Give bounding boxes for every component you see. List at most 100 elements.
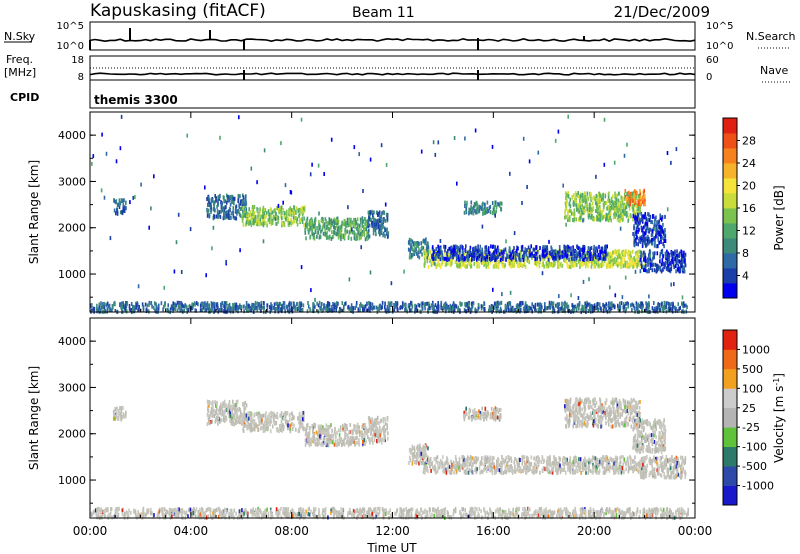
power-cell — [682, 309, 684, 314]
power-cell — [283, 211, 286, 216]
power-cell — [635, 190, 638, 195]
power-cell — [247, 303, 250, 308]
power-cell — [577, 191, 579, 195]
power-cell — [333, 220, 335, 224]
power-cell — [628, 264, 631, 269]
power-cell — [477, 253, 480, 258]
power-cell — [163, 285, 165, 290]
power-cell — [229, 207, 231, 212]
power-cell — [320, 218, 323, 223]
power-cell — [260, 300, 263, 305]
power-cell — [564, 250, 567, 255]
power-cell — [176, 308, 179, 313]
power-cell — [566, 262, 569, 267]
power-cell — [347, 304, 350, 309]
power-cell — [249, 212, 252, 217]
power-cell — [331, 235, 334, 240]
power-cell — [408, 239, 411, 244]
power-cell — [634, 191, 637, 196]
power-cell — [568, 254, 571, 259]
power-cell — [655, 269, 658, 274]
power-cell — [619, 261, 622, 266]
power-cell — [634, 231, 636, 236]
power-cell — [664, 228, 666, 232]
power-cell — [517, 246, 519, 251]
power-cell — [123, 209, 126, 213]
power-cell — [610, 218, 612, 223]
power-cell — [682, 258, 684, 263]
power-cell — [116, 211, 119, 216]
power-cell — [355, 303, 358, 308]
power-cell — [100, 305, 103, 310]
power-cell — [282, 208, 285, 213]
power-cell — [601, 262, 604, 267]
power-cell — [492, 253, 495, 257]
power-cell — [300, 308, 302, 313]
velocity-cell — [244, 400, 247, 405]
power-cell — [277, 203, 280, 208]
power-cell — [110, 308, 113, 313]
velocity-cell — [112, 409, 115, 414]
power-cell — [464, 264, 467, 269]
power-cell — [495, 308, 497, 313]
power-cell — [590, 306, 592, 311]
power-cell — [657, 266, 659, 271]
power-cell — [633, 199, 636, 204]
power-cell — [675, 269, 677, 274]
power-cell — [651, 259, 653, 264]
power-cell — [267, 209, 270, 214]
power-cell — [614, 210, 616, 215]
power-cell — [635, 204, 638, 209]
power-cell — [377, 218, 379, 223]
power-cell — [475, 210, 477, 215]
velocity-cell — [209, 421, 211, 426]
power-cell — [675, 147, 678, 152]
power-cell — [467, 305, 469, 310]
power-cell — [544, 254, 546, 259]
power-cell — [313, 236, 316, 241]
power-cell — [290, 217, 292, 222]
power-cell — [479, 249, 481, 254]
power-cell — [560, 264, 563, 268]
power-cell — [318, 300, 321, 305]
power-cell — [224, 215, 227, 220]
power-cell — [220, 209, 222, 214]
power-cell — [462, 262, 464, 267]
power-cell — [583, 209, 585, 213]
power-cell — [359, 302, 362, 307]
power-cell — [353, 233, 356, 238]
power-cell — [485, 261, 487, 266]
power-cell — [316, 225, 318, 230]
power-cell — [469, 251, 472, 255]
velocity-cell — [225, 403, 227, 408]
power-cell — [461, 262, 463, 267]
power-cell — [459, 262, 461, 267]
power-cell — [270, 302, 272, 307]
power-cell — [581, 306, 583, 311]
power-cell — [553, 255, 555, 260]
power-cell — [649, 266, 652, 271]
power-cell — [354, 306, 356, 311]
power-cell — [379, 214, 381, 219]
power-cell — [263, 301, 265, 306]
power-cell — [313, 223, 315, 228]
power-cell — [520, 261, 522, 266]
power-cell — [663, 265, 666, 269]
power-cell — [251, 221, 254, 225]
power-cell — [639, 202, 641, 207]
power-cell — [556, 258, 559, 263]
power-cell — [401, 301, 404, 306]
power-cell — [244, 197, 247, 202]
power-cell — [324, 217, 327, 222]
power-cell — [541, 271, 544, 276]
power-cell — [241, 200, 244, 205]
power-cell — [655, 234, 657, 239]
power-cell — [556, 253, 558, 258]
power-cell — [649, 253, 651, 258]
power-cell — [580, 247, 583, 252]
power-cell — [280, 307, 283, 312]
freq-tick-top: 18 — [71, 55, 84, 66]
power-cell — [449, 255, 452, 260]
power-cell — [137, 308, 139, 313]
